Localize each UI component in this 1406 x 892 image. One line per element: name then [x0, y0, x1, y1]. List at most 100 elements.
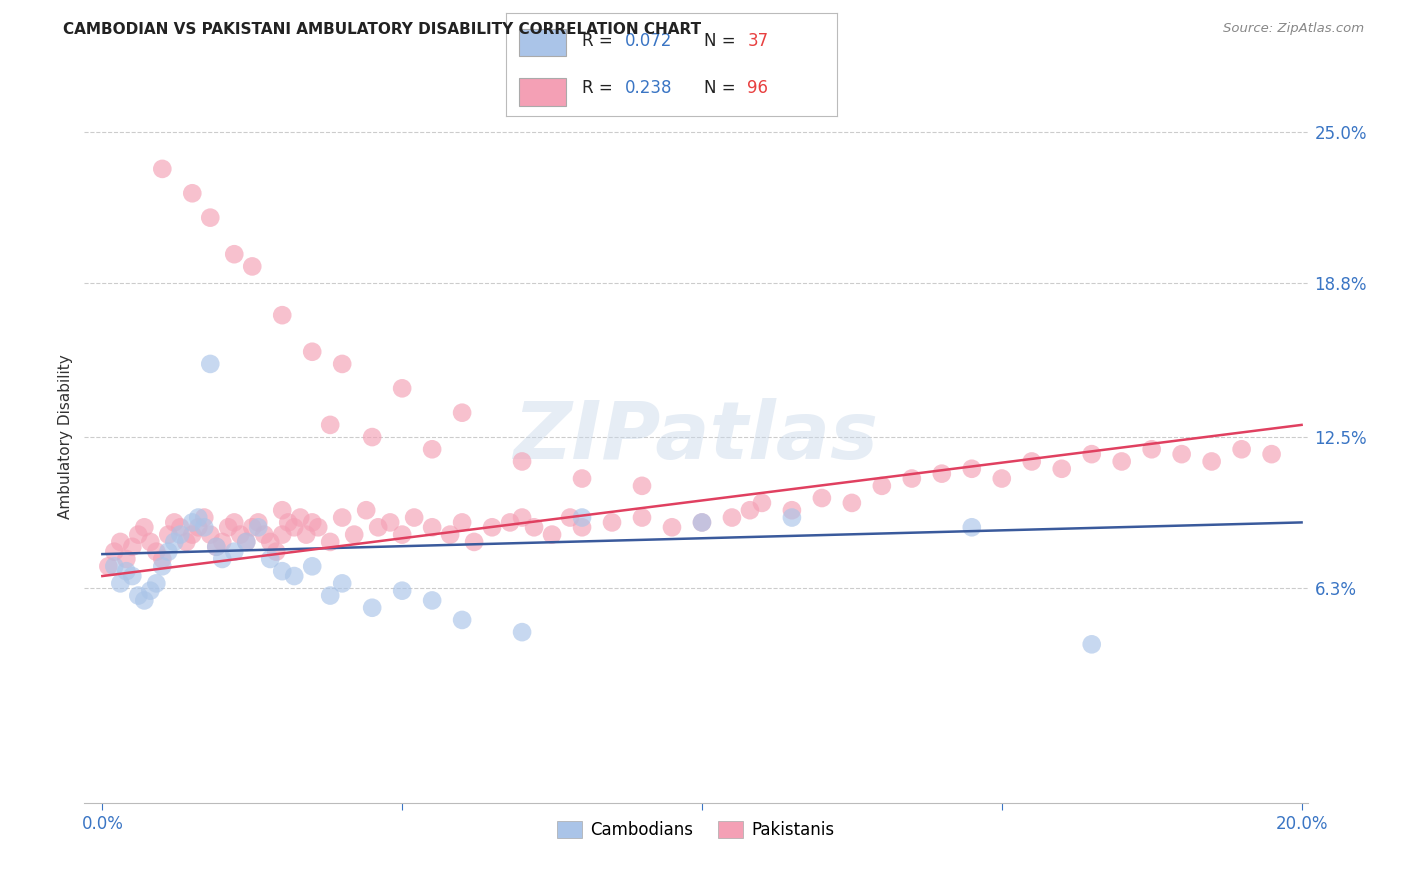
Point	[751, 496, 773, 510]
Point	[1230, 442, 1253, 457]
Point	[229, 527, 252, 541]
Point	[931, 467, 953, 481]
Point	[283, 569, 305, 583]
Point	[571, 471, 593, 485]
Bar	[519, 29, 565, 56]
Point	[841, 496, 863, 510]
Point	[103, 559, 125, 574]
Point	[181, 516, 204, 530]
Point	[277, 516, 299, 530]
Point	[361, 600, 384, 615]
Point	[960, 520, 983, 534]
Text: R =: R =	[582, 79, 619, 97]
Point	[264, 544, 287, 558]
Point	[240, 520, 263, 534]
Point	[205, 540, 228, 554]
Point	[181, 186, 204, 201]
Point	[510, 510, 533, 524]
Point	[690, 516, 713, 530]
Y-axis label: Ambulatory Disability: Ambulatory Disability	[58, 355, 73, 519]
Text: ZIPatlas: ZIPatlas	[513, 398, 879, 476]
Point	[150, 559, 173, 574]
Point	[247, 516, 270, 530]
Point	[139, 535, 162, 549]
Point	[224, 516, 246, 530]
Point	[134, 593, 156, 607]
Point	[439, 527, 461, 541]
Point	[205, 540, 228, 554]
Text: Source: ZipAtlas.com: Source: ZipAtlas.com	[1223, 22, 1364, 36]
Point	[330, 510, 353, 524]
Point	[499, 516, 522, 530]
Point	[157, 527, 180, 541]
Point	[145, 544, 167, 558]
Point	[253, 527, 276, 541]
Point	[420, 442, 443, 457]
Point	[301, 344, 323, 359]
Point	[127, 527, 149, 541]
Point	[271, 527, 294, 541]
Point	[240, 260, 263, 274]
Point	[451, 613, 474, 627]
Point	[200, 357, 222, 371]
Point	[301, 516, 323, 530]
Point	[259, 552, 281, 566]
Point	[211, 552, 233, 566]
Point	[97, 559, 120, 574]
Point	[103, 544, 125, 558]
Text: 37: 37	[748, 32, 769, 50]
Point	[193, 520, 215, 534]
Point	[1050, 462, 1073, 476]
Point	[571, 510, 593, 524]
Point	[451, 406, 474, 420]
Point	[361, 430, 384, 444]
Point	[319, 417, 342, 432]
Point	[187, 520, 209, 534]
Point	[330, 357, 353, 371]
Point	[235, 535, 257, 549]
Point	[110, 576, 132, 591]
Point	[343, 527, 366, 541]
Point	[991, 471, 1014, 485]
Point	[169, 527, 191, 541]
Point	[780, 503, 803, 517]
Point	[960, 462, 983, 476]
Point	[193, 510, 215, 524]
Point	[181, 527, 204, 541]
Point	[301, 559, 323, 574]
Text: R =: R =	[582, 32, 619, 50]
Point	[690, 516, 713, 530]
Point	[150, 552, 173, 566]
Point	[463, 535, 485, 549]
Point	[271, 503, 294, 517]
Point	[211, 535, 233, 549]
Point	[319, 589, 342, 603]
Text: N =: N =	[704, 79, 741, 97]
Point	[811, 491, 834, 505]
Point	[1080, 637, 1102, 651]
Point	[558, 510, 581, 524]
Point	[600, 516, 623, 530]
Point	[271, 564, 294, 578]
Point	[721, 510, 744, 524]
Point	[259, 535, 281, 549]
Bar	[519, 78, 565, 106]
Text: 0.072: 0.072	[626, 32, 672, 50]
Point	[200, 211, 222, 225]
Point	[110, 535, 132, 549]
Point	[510, 625, 533, 640]
Point	[1260, 447, 1282, 461]
Point	[541, 527, 564, 541]
Point	[367, 520, 389, 534]
Point	[157, 544, 180, 558]
Point	[510, 454, 533, 468]
Point	[121, 540, 143, 554]
Point	[661, 520, 683, 534]
Point	[115, 564, 138, 578]
Text: N =: N =	[704, 32, 741, 50]
Point	[780, 510, 803, 524]
Point	[451, 516, 474, 530]
Point	[330, 576, 353, 591]
Point	[235, 535, 257, 549]
Point	[870, 479, 893, 493]
